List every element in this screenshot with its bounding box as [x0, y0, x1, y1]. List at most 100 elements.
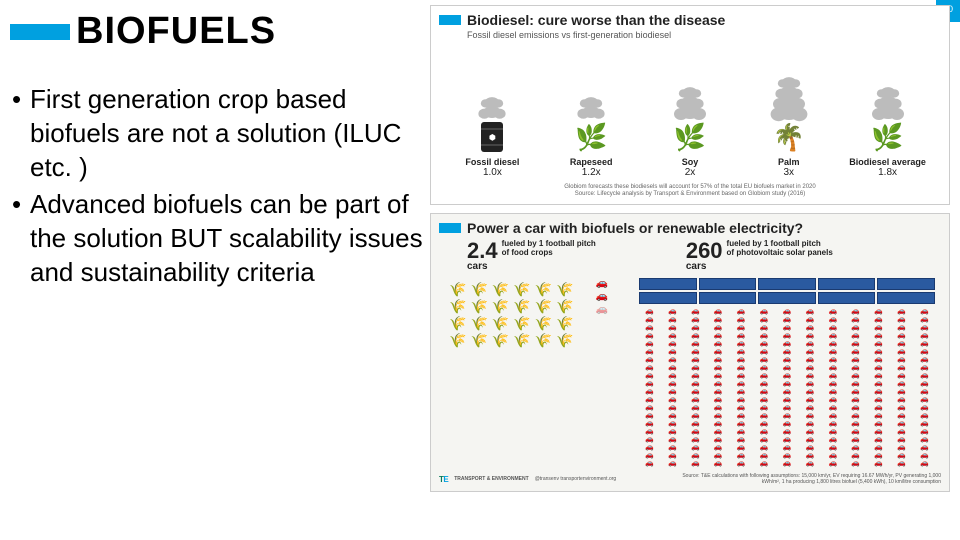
car-icon: 🚗 [914, 348, 935, 355]
car-icon: 🚗 [731, 436, 752, 443]
left-column: BIOFUELS • First generation crop based b… [0, 0, 430, 540]
car-icon: 🚗 [914, 396, 935, 403]
solar-panel-icon [639, 278, 697, 290]
stat-number: 2.4 [467, 238, 498, 263]
car-icon: 🚗 [754, 348, 775, 355]
car-icon: 🚗 [891, 444, 912, 451]
car-icon: 🚗 [731, 444, 752, 451]
car-icon: 🚗 [914, 412, 935, 419]
car-icon: 🚗 [845, 340, 866, 347]
car-icon: 🚗 [891, 412, 912, 419]
car-icon: 🚗 [845, 428, 866, 435]
stat-number: 260 [686, 238, 723, 263]
car-icon: 🚗 [708, 396, 729, 403]
car-icon: 🚗 [822, 340, 843, 347]
car-icon: 🚗 [891, 380, 912, 387]
car-icon: 🚗 [685, 452, 706, 459]
car-icon: 🚗 [731, 348, 752, 355]
car-icon: 🚗 [662, 340, 683, 347]
emissions-item: 🌴Palm3x [744, 45, 834, 178]
car-icon: 🚗 [914, 356, 935, 363]
car-icon: 🚗 [754, 308, 775, 315]
car-icon: 🚗 [914, 324, 935, 331]
car-icon: 🚗 [731, 420, 752, 427]
car-icon: 🚗 [639, 444, 660, 451]
car-icon: 🚗 [731, 332, 752, 339]
car-icon: 🚗 [777, 436, 798, 443]
car-icon: 🚗 [822, 316, 843, 323]
car-icon: 🚗 [731, 340, 752, 347]
car-icon: 🚗 [914, 316, 935, 323]
car-icon: 🚗 [914, 404, 935, 411]
car-icon: 🚗 [777, 452, 798, 459]
slide-title: BIOFUELS [76, 10, 276, 53]
car-icon: 🚗 [868, 372, 889, 379]
wheat-icon: 🌾 [449, 299, 466, 313]
car-icon: 🚗 [777, 364, 798, 371]
car-icon: 🚗 [708, 388, 729, 395]
right-column: Biodiesel: cure worse than the disease F… [430, 0, 960, 540]
car-icon: 🚗 [891, 340, 912, 347]
smoke-cloud-icon [680, 105, 700, 119]
car-icon: 🚗 [708, 428, 729, 435]
car-icon: 🚗 [845, 444, 866, 451]
car-icon: 🚗 [845, 404, 866, 411]
palm-tree-icon: 🌴 [771, 119, 807, 155]
car-icon: 🚗 [891, 356, 912, 363]
car-icon: 🚗 [685, 404, 706, 411]
car-icon: 🚗 [662, 324, 683, 331]
wheat-icon: 🌾 [535, 299, 552, 313]
car-icon: 🚗 [914, 364, 935, 371]
car-icon: 🚗 [822, 436, 843, 443]
car-icon: 🚗 [822, 356, 843, 363]
bullet-text: First generation crop based biofuels are… [30, 83, 426, 184]
car-icon: 🚗 [708, 340, 729, 347]
title-accent-bar [10, 24, 70, 40]
car-icon: 🚗 [799, 404, 820, 411]
car-icon: 🚗 [822, 364, 843, 371]
car-icon: 🚗 [845, 372, 866, 379]
cars-infographic: Power a car with biofuels or renewable e… [430, 213, 950, 492]
car-icon: 🚗 [845, 436, 866, 443]
car-icon: 🚗 [639, 404, 660, 411]
car-icon: 🚗 [708, 364, 729, 371]
wheat-icon: 🌾 [535, 282, 552, 296]
emissions-label: Biodiesel average [849, 157, 926, 167]
car-icon: 🚗 [639, 308, 660, 315]
car-icon: 🚗 [685, 436, 706, 443]
bullet-item: • Advanced biofuels can be part of the s… [12, 188, 426, 289]
emissions-label: Rapeseed [570, 157, 613, 167]
car-icon: 🚗 [754, 460, 775, 467]
car-icon: 🚗 [777, 428, 798, 435]
oil-barrel-icon: ⬢ [474, 119, 510, 155]
food-cars-icons: 🚗🚗🚗 [585, 278, 619, 467]
wheat-icon: 🌾 [535, 333, 552, 347]
wheat-icon: 🌾 [513, 316, 530, 330]
car-icon: 🚗 [708, 356, 729, 363]
car-icon: 🚗 [754, 396, 775, 403]
car-icon: 🚗 [685, 356, 706, 363]
car-icon: 🚗 [731, 428, 752, 435]
car-icon: 🚗 [685, 428, 706, 435]
car-icon: 🚗 [685, 388, 706, 395]
credits-source: Source: T&E calculations with following … [681, 473, 941, 485]
bullet-list: • First generation crop based biofuels a… [0, 83, 430, 290]
car-icon: 🚗 [891, 348, 912, 355]
wheat-icon: 🌾 [556, 282, 573, 296]
car-icon: 🚗 [891, 396, 912, 403]
smoke-cloud-icon [777, 104, 800, 120]
car-icon: 🚗 [662, 388, 683, 395]
car-icon: 🚗 [639, 316, 660, 323]
wheat-icon: 🌾 [492, 333, 509, 347]
car-icon: 🚗 [662, 332, 683, 339]
car-icon: 🚗 [754, 340, 775, 347]
car-icon: 🚗 [662, 444, 683, 451]
credits-handles: @transenv transportenvironment.org [535, 476, 617, 482]
car-icon: 🚗 [822, 460, 843, 467]
car-icon: 🚗 [799, 372, 820, 379]
car-icon: 🚗 [822, 380, 843, 387]
wheat-icon: 🌾 [470, 282, 487, 296]
car-icon: 🚗 [685, 444, 706, 451]
car-icon: 🚗 [662, 452, 683, 459]
car-icon: 🚗 [822, 324, 843, 331]
